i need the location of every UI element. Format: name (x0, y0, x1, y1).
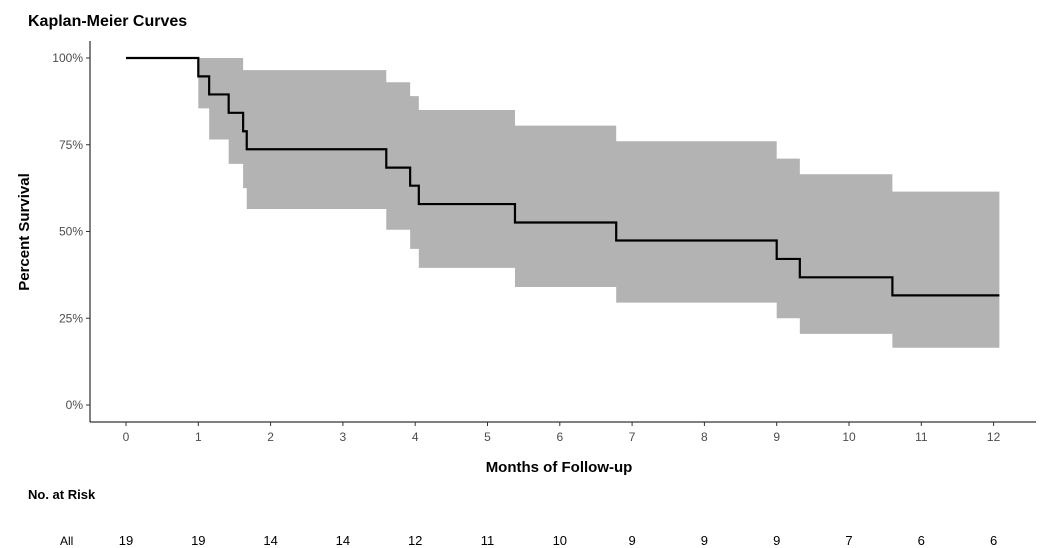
risk-table-value: 7 (845, 533, 852, 548)
risk-table-strata-label: All (60, 534, 73, 548)
x-tick-label: 1 (195, 430, 202, 444)
x-tick-label: 3 (340, 430, 347, 444)
x-tick-label: 9 (773, 430, 780, 444)
y-tick-label: 50% (59, 225, 83, 239)
x-tick-label: 10 (842, 430, 856, 444)
x-tick-label: 8 (701, 430, 708, 444)
y-tick-label: 0% (66, 398, 84, 412)
risk-table-value: 19 (191, 533, 205, 548)
risk-table-value: 14 (263, 533, 277, 548)
x-tick-label: 5 (484, 430, 491, 444)
plot-area: 0%25%50%75%100%0 1 2 3 4 5 6 7 8 9 10 11 12 (52, 41, 1036, 444)
risk-table-value: 11 (481, 533, 495, 548)
y-tick-label: 25% (59, 311, 83, 325)
risk-table-value: 9 (773, 533, 780, 548)
risk-table-value: 19 (119, 533, 133, 548)
risk-table-value: 14 (336, 533, 350, 548)
risk-table-value: 9 (628, 533, 635, 548)
risk-table-value: 6 (918, 533, 925, 548)
y-tick-label: 75% (59, 138, 83, 152)
risk-table-title: No. at Risk (28, 487, 96, 502)
risk-table-value: 10 (553, 533, 567, 548)
x-tick-label: 0 (123, 430, 130, 444)
x-tick-label: 12 (987, 430, 1001, 444)
y-axis-title: Percent Survival (16, 173, 33, 291)
risk-table-value: 12 (408, 533, 422, 548)
x-tick-label: 4 (412, 430, 419, 444)
chart-title: Kaplan-Meier Curves (28, 13, 187, 30)
survival-curve (126, 56, 1000, 297)
risk-table: 19 19 14 14 12 11 10 9 9 9 7 6 6 (119, 533, 997, 548)
risk-table-value: 6 (990, 533, 997, 548)
x-tick-label: 6 (556, 430, 563, 444)
risk-table-value: 9 (701, 533, 708, 548)
x-tick-label: 2 (267, 430, 274, 444)
confidence-band (126, 58, 1000, 348)
y-tick-label: 100% (52, 51, 83, 65)
x-tick-label: 7 (629, 430, 636, 444)
x-tick-label: 11 (915, 430, 928, 444)
x-axis-title: Months of Follow-up (486, 459, 633, 476)
